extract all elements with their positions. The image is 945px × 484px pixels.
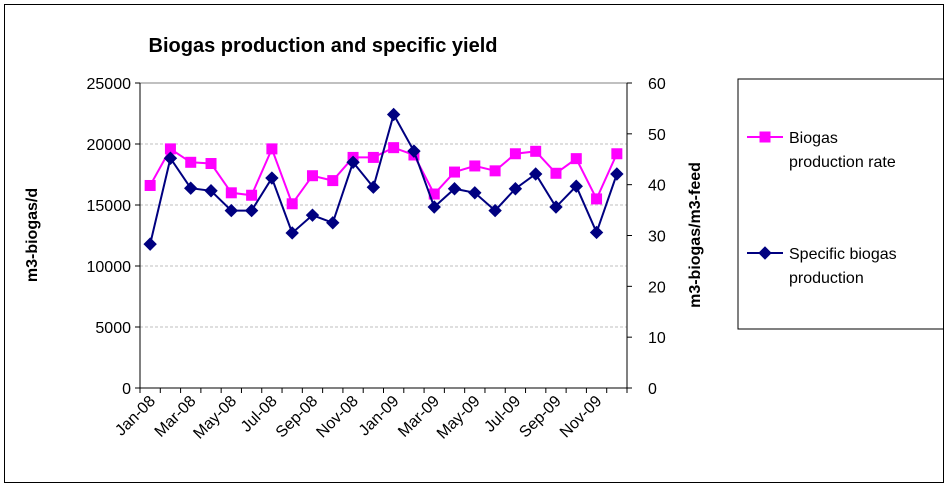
data-point-biogas-rate <box>591 193 603 205</box>
data-point-specific-biogas <box>163 151 178 165</box>
plot-area <box>139 82 628 389</box>
data-point-specific-biogas <box>610 167 624 181</box>
data-point-biogas-rate <box>144 179 156 191</box>
data-point-biogas-rate <box>449 166 461 178</box>
data-point-biogas-rate <box>246 189 258 201</box>
legend-item-biogas-rate: Biogas production rate <box>747 130 896 171</box>
data-point-biogas-rate <box>489 165 501 177</box>
x-tick-label: Nov-09 <box>557 393 606 442</box>
x-tick-label: Sep-08 <box>273 393 322 442</box>
data-point-specific-biogas <box>528 167 543 181</box>
x-tick-label: May-09 <box>434 393 484 443</box>
y2-axis-label: m3-biogas/m3-feed <box>687 162 704 308</box>
data-point-specific-biogas <box>488 203 502 218</box>
data-point-specific-biogas <box>285 226 299 240</box>
data-point-biogas-rate <box>550 167 562 179</box>
series-line-biogas-rate <box>149 146 618 206</box>
legend-box <box>737 78 943 330</box>
data-point-biogas-rate <box>286 198 298 210</box>
data-point-specific-biogas <box>305 208 320 222</box>
left-tick-label: 10000 <box>87 259 132 276</box>
data-point-biogas-rate <box>225 187 237 199</box>
data-point-specific-biogas <box>427 200 441 214</box>
left-tick-label: 20000 <box>87 137 132 154</box>
data-point-biogas-rate <box>469 160 481 172</box>
x-tick-label: Jan-08 <box>112 393 159 440</box>
data-point-specific-biogas <box>549 200 563 214</box>
left-tick-label: 0 <box>122 381 131 398</box>
data-point-specific-biogas <box>468 186 482 200</box>
data-point-biogas-rate <box>611 148 623 160</box>
right-tick-label: 60 <box>648 76 666 93</box>
data-point-specific-biogas <box>143 237 157 251</box>
legend-label: production <box>789 270 864 287</box>
series-line-specific-biogas <box>149 111 618 245</box>
data-point-biogas-rate <box>306 170 318 182</box>
data-point-biogas-rate <box>205 158 217 170</box>
legend-label: Biogas <box>789 130 838 147</box>
chart-svg: Biogas production and specific yield 0 50… <box>24 35 943 443</box>
right-tick-label: 10 <box>648 330 666 347</box>
left-tick-label: 15000 <box>87 198 132 215</box>
legend-swatch-marker <box>759 131 771 143</box>
x-axis: Jan-08Mar-08May-08Jul-08Sep-08Nov-08Jan-… <box>112 387 628 443</box>
data-point-specific-biogas <box>407 144 421 158</box>
data-point-specific-biogas <box>204 184 218 198</box>
x-tick-label: Sep-09 <box>516 393 565 442</box>
left-y-axis: 0 5000 10000 15000 20000 25000 <box>87 76 141 398</box>
right-tick-label: 40 <box>648 178 666 195</box>
right-tick-label: 30 <box>648 229 666 246</box>
data-point-specific-biogas <box>346 155 360 170</box>
data-point-specific-biogas <box>244 203 259 218</box>
data-point-specific-biogas <box>366 180 381 194</box>
data-point-biogas-rate <box>185 156 197 168</box>
data-point-specific-biogas <box>224 203 239 218</box>
legend-swatch-marker <box>758 246 772 260</box>
chart-frame: Biogas production and specific yield 0 50… <box>4 4 944 483</box>
legend-item-specific-biogas: Specific biogas production <box>747 246 897 287</box>
data-point-biogas-rate <box>509 148 521 160</box>
right-y-axis: 0 10 20 30 40 50 60 <box>626 76 666 398</box>
data-point-biogas-rate <box>266 143 278 155</box>
series-specific-biogas <box>143 107 624 251</box>
left-tick-label: 25000 <box>87 76 132 93</box>
data-point-specific-biogas <box>508 182 523 196</box>
data-point-biogas-rate <box>388 142 400 154</box>
data-point-specific-biogas <box>447 182 462 196</box>
legend-label: production rate <box>789 154 896 171</box>
gridlines <box>140 143 627 328</box>
data-point-specific-biogas <box>569 179 583 193</box>
data-point-biogas-rate <box>367 151 379 163</box>
data-point-specific-biogas <box>589 225 604 240</box>
data-point-biogas-rate <box>327 175 339 187</box>
legend-label: Specific biogas <box>789 246 897 263</box>
chart-title: Biogas production and specific yield <box>149 35 498 57</box>
left-tick-label: 5000 <box>95 320 131 337</box>
data-point-specific-biogas <box>326 216 340 230</box>
right-tick-label: 50 <box>648 127 666 144</box>
data-point-specific-biogas <box>265 171 279 185</box>
x-tick-label: Jan-09 <box>356 393 403 440</box>
x-tick-label: Nov-08 <box>313 393 362 442</box>
x-tick-label: May-08 <box>190 393 240 443</box>
data-point-biogas-rate <box>570 153 582 165</box>
right-tick-label: 20 <box>648 279 666 296</box>
right-tick-label: 0 <box>648 381 657 398</box>
data-point-specific-biogas <box>386 107 401 122</box>
series-layer <box>143 107 624 251</box>
legend: Biogas production rate Specific biogas prod… <box>737 78 943 330</box>
data-point-specific-biogas <box>184 181 198 195</box>
data-point-biogas-rate <box>530 145 542 157</box>
y-axis-label: m3-biogas/d <box>24 188 41 282</box>
